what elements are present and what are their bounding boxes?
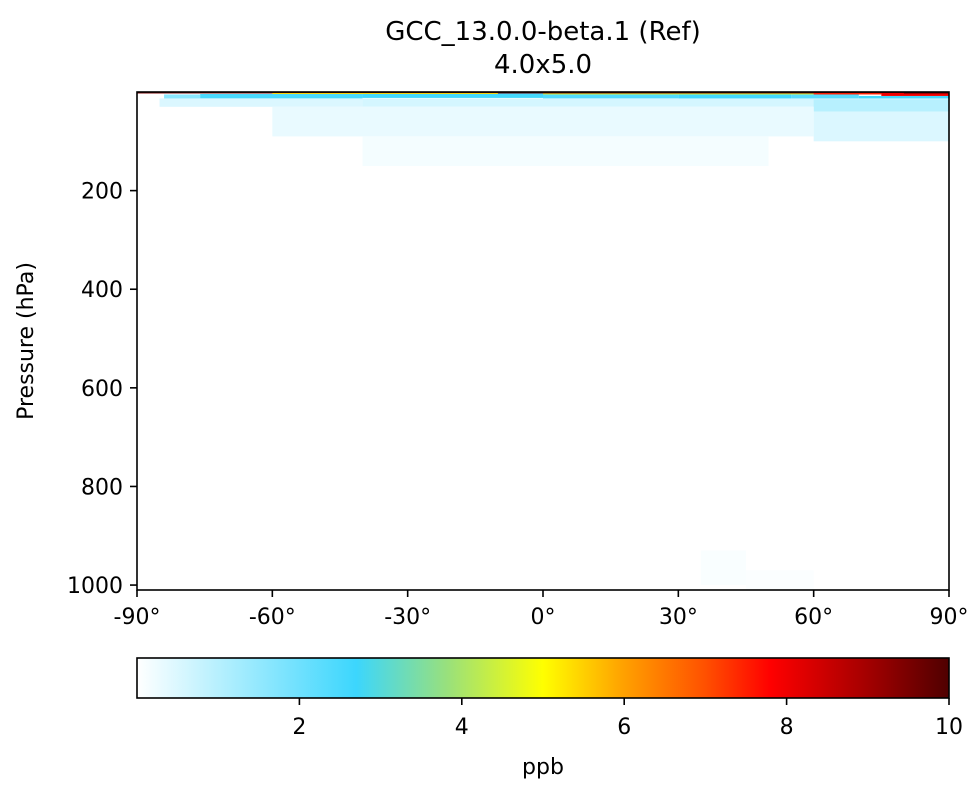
heatmap-cell	[543, 93, 814, 95]
heatmap-cell	[200, 93, 363, 99]
heatmap-cell	[362, 93, 543, 98]
heatmap-cell	[791, 93, 859, 100]
y-axis-label: Pressure (hPa)	[14, 262, 39, 420]
y-tick-label: 1000	[67, 574, 123, 599]
x-axis-ticks: -90° -60° -30° 0° 30° 60° 90°	[114, 590, 969, 630]
y-tick-label: 400	[81, 278, 123, 303]
chart-title: GCC_13.0.0-beta.1 (Ref)	[385, 17, 701, 47]
y-axis-ticks: 200 400 600 800 1000	[67, 180, 137, 599]
heatmap-cell	[881, 92, 949, 96]
colorbar-tick-label: 10	[935, 715, 963, 740]
heatmap-cell	[272, 106, 814, 137]
y-tick-label: 600	[81, 377, 123, 402]
heatmap-cell	[159, 98, 363, 107]
colorbar	[136, 657, 950, 699]
heatmap-cell	[362, 98, 949, 107]
colorbar-tick-label: 2	[292, 715, 306, 740]
colorbar-label: ppb	[522, 755, 564, 780]
colorbar-tick-label: 8	[780, 715, 794, 740]
y-tick-label: 800	[81, 475, 123, 500]
x-tick-label: 30°	[659, 605, 698, 630]
heatmap-cell	[813, 111, 949, 142]
x-tick-label: -30°	[384, 605, 431, 630]
x-tick-label: 60°	[794, 605, 833, 630]
heatmap-cell	[678, 93, 792, 99]
x-tick-label: -60°	[249, 605, 296, 630]
colorbar-ticks: 2 4 6 8 10	[292, 698, 963, 740]
y-tick-label: 200	[81, 180, 123, 205]
x-tick-label: 0°	[531, 605, 556, 630]
colorbar-tick-label: 6	[617, 715, 631, 740]
x-tick-label: 90°	[930, 605, 969, 630]
heatmap-cell	[164, 94, 201, 100]
heatmap-cell	[700, 550, 746, 586]
colorbar-tick-label: 4	[455, 715, 469, 740]
chart-subtitle: 4.0x5.0	[494, 50, 592, 80]
heatmap-cell	[813, 92, 882, 95]
heatmap-cells	[137, 92, 949, 590]
heatmap-cell	[858, 95, 949, 99]
plot-frame	[136, 91, 950, 591]
heatmap-cell	[813, 99, 949, 112]
heatmap-cell	[543, 93, 679, 99]
heatmap-cell	[746, 570, 814, 590]
heatmap-cell	[272, 92, 498, 94]
x-tick-label: -90°	[114, 605, 161, 630]
heatmap-cell	[362, 136, 769, 166]
